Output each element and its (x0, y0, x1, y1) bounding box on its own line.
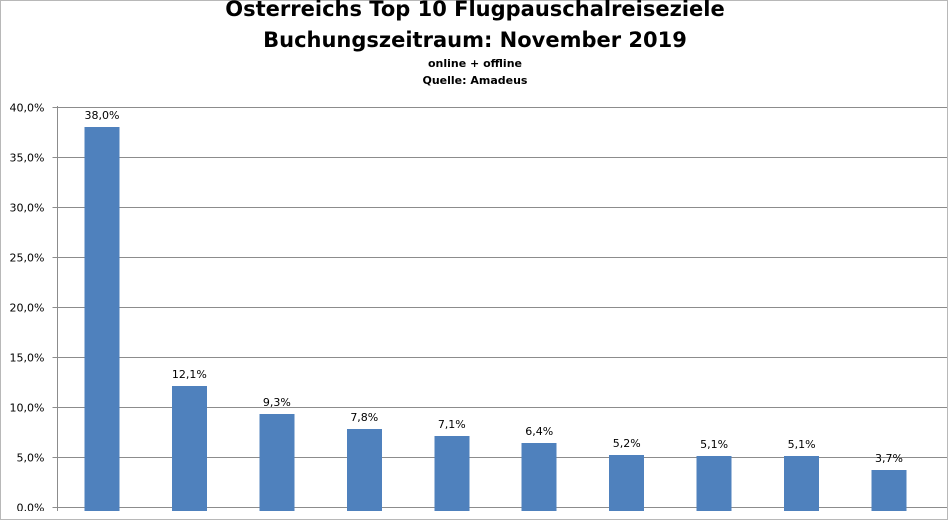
chart-title: Österreichs Top 10 Flugpauschalreiseziel… (225, 0, 724, 87)
data-label: 12,1% (172, 368, 207, 381)
bar (784, 456, 820, 511)
y-tick-label: 5,0% (17, 452, 45, 465)
y-tick-label: 15,0% (10, 352, 45, 365)
bar (871, 470, 907, 511)
data-label: 9,3% (263, 396, 291, 409)
chart-title-line-2: Buchungszeitraum: November 2019 (263, 28, 687, 52)
data-label: 6,4% (525, 425, 553, 438)
y-axis-ticks: 0,0% 5,0% 10,0% 15,0% 20,0% 25,0% 30,0% 35,0% 40… (10, 102, 45, 512)
data-label: 5,1% (700, 438, 728, 451)
y-tick-label: 0,0% (17, 502, 45, 512)
chart-title-line-1: Österreichs Top 10 Flugpauschalreiseziel… (225, 0, 724, 21)
bar (84, 127, 120, 511)
data-labels: 38,0% 12,1% 9,3% 7,8% 7,1% 6,4% 5,2% 5,1% 5,1% 3,… (85, 109, 903, 465)
data-label: 7,1% (438, 418, 466, 431)
bar (609, 455, 645, 511)
y-tick-label: 10,0% (10, 402, 45, 415)
data-label: 5,1% (788, 438, 816, 451)
chart-subtitle-line-1: online + offline (428, 57, 522, 70)
bar (696, 456, 732, 511)
y-tick-label: 35,0% (10, 152, 45, 165)
y-tick-label: 30,0% (10, 202, 45, 215)
bars (84, 127, 907, 511)
bar (259, 414, 295, 511)
bar (521, 443, 557, 511)
data-label: 3,7% (875, 452, 903, 465)
data-label: 7,8% (350, 411, 378, 424)
data-label: 38,0% (85, 109, 120, 122)
y-tick-label: 20,0% (10, 302, 45, 315)
bar (171, 386, 207, 511)
y-tick-label: 25,0% (10, 252, 45, 265)
y-tick-label: 40,0% (10, 102, 45, 115)
bar (346, 429, 382, 511)
data-label: 5,2% (613, 437, 641, 450)
chart-subtitle-line-2: Quelle: Amadeus (423, 74, 528, 87)
bar (434, 436, 470, 511)
